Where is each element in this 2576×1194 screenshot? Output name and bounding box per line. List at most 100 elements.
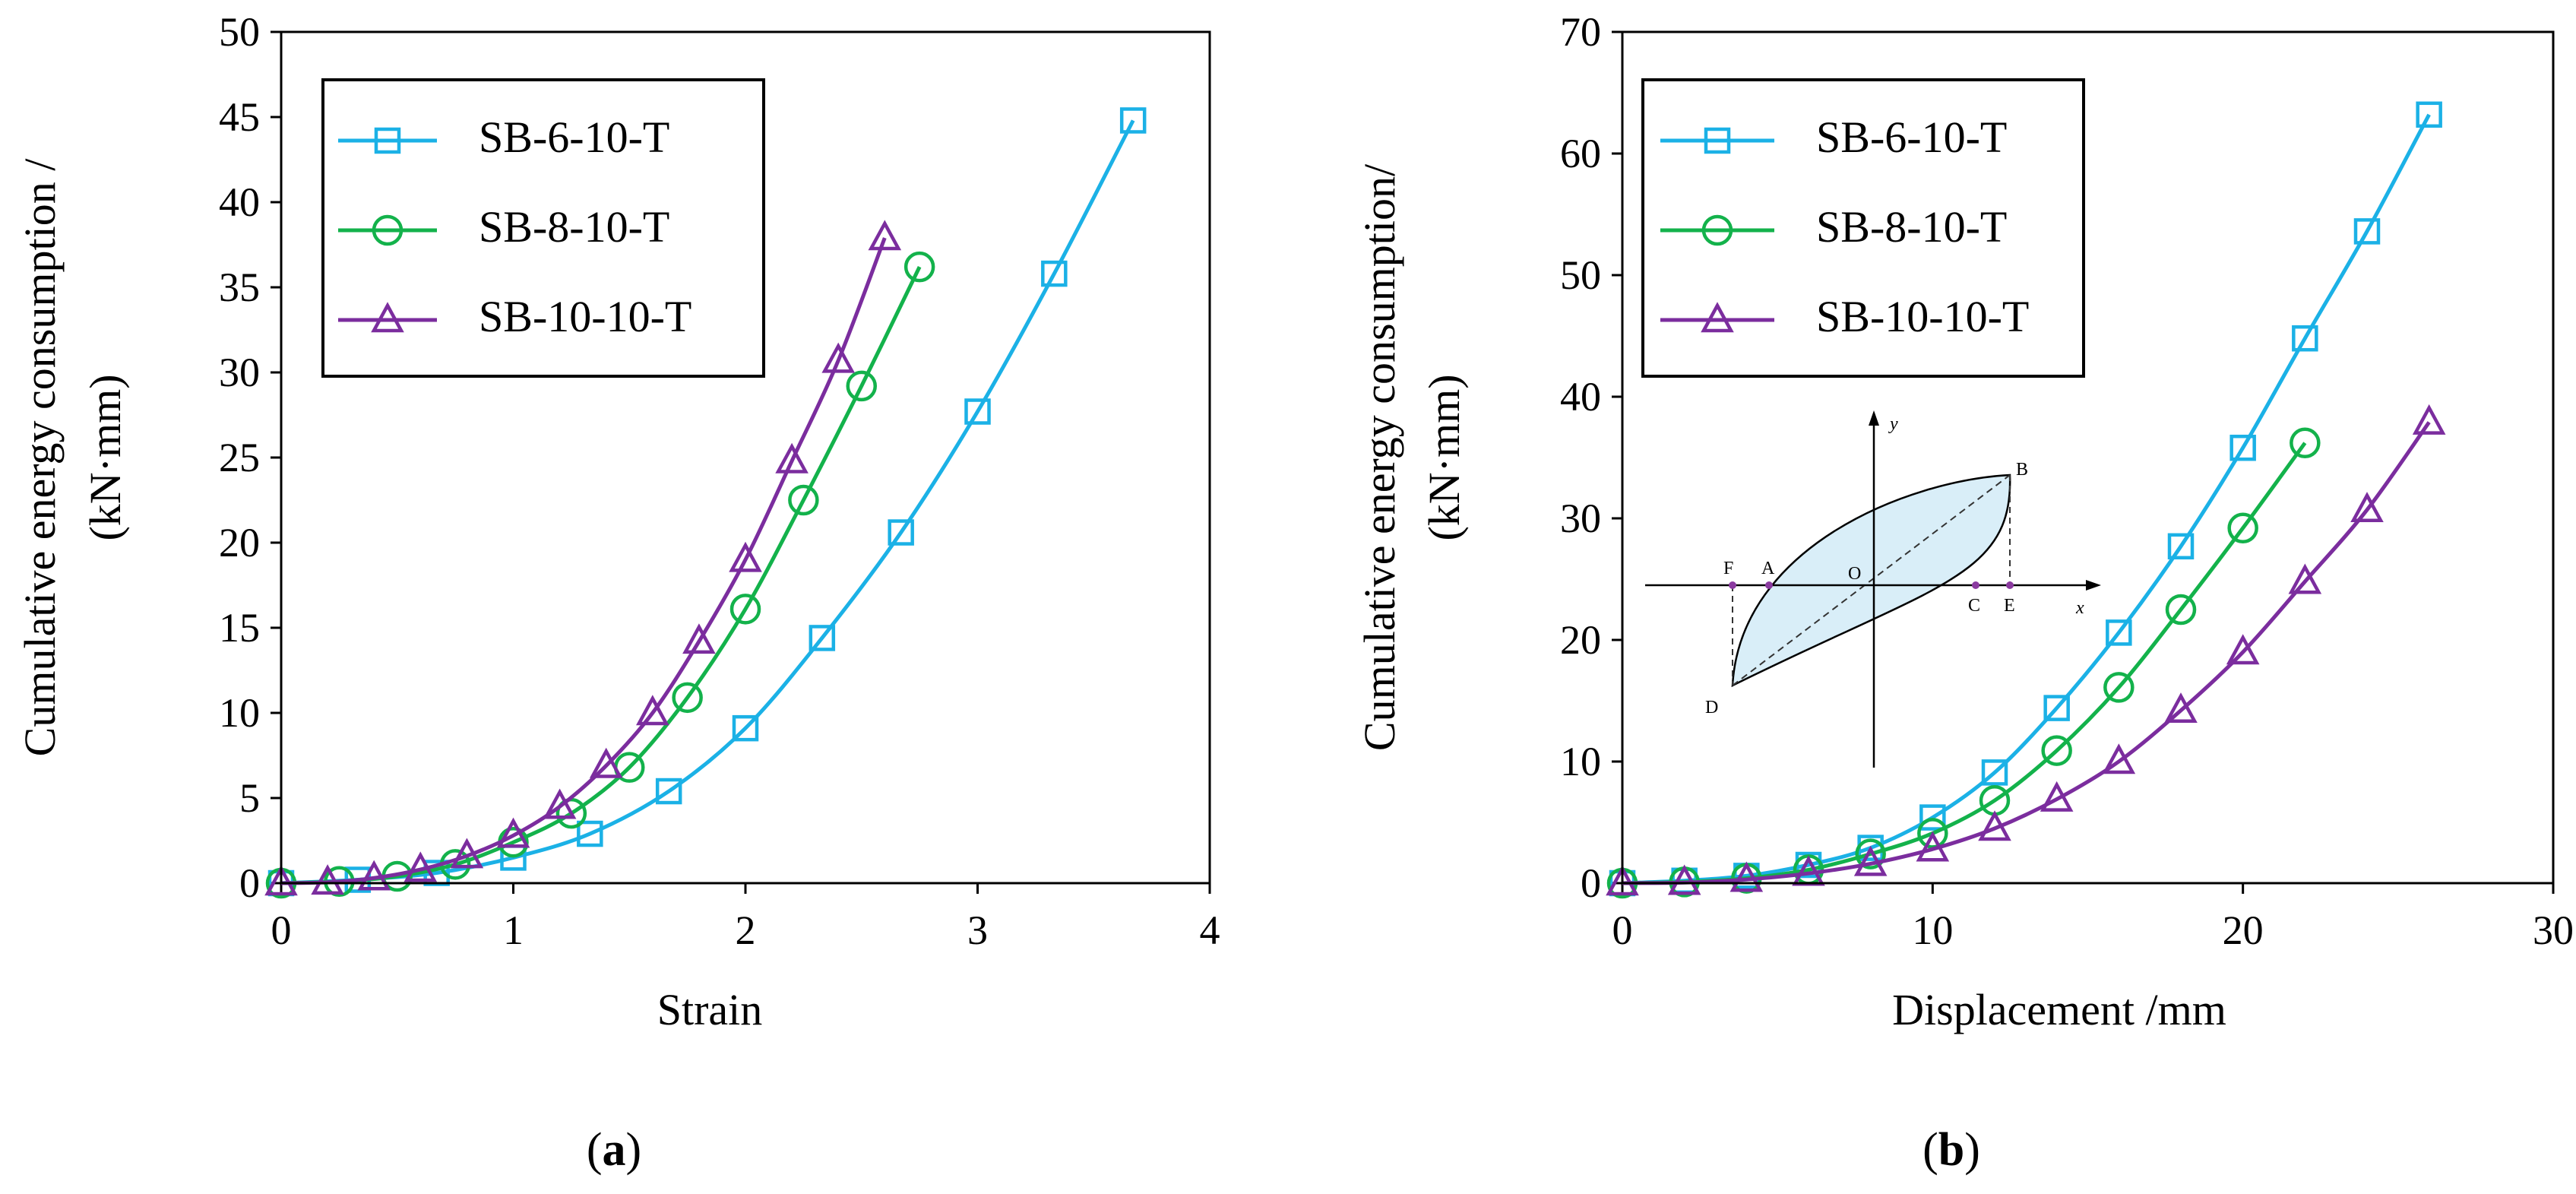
marker-square <box>1041 260 1068 287</box>
y-tick-label: 40 <box>219 179 260 225</box>
inset-label-f: F <box>1723 559 1733 578</box>
marker-square <box>1919 804 1946 831</box>
legend-label: SB-8-10-T <box>1816 202 2007 252</box>
marker-circle <box>1917 818 1948 849</box>
chart-b-xlabel: Displacement /mm <box>1892 985 2226 1034</box>
y-tick-label: 45 <box>219 94 260 140</box>
y-tick-label: 15 <box>219 605 260 651</box>
y-tick-label: 35 <box>219 264 260 310</box>
legend-label: SB-6-10-T <box>479 112 669 162</box>
inset-point-e <box>2006 581 2014 589</box>
marker-triangle <box>311 864 344 895</box>
marker-square <box>577 820 603 847</box>
x-tick-label: 1 <box>503 907 524 953</box>
series-line <box>1622 421 2431 885</box>
chart-b-ticks: 0 10 20 30 0 10 20 30 40 50 60 70 <box>1560 9 2574 953</box>
marker-triangle <box>1667 864 1701 895</box>
marker-circle <box>2227 512 2258 544</box>
legend-label: SB-6-10-T <box>1816 112 2007 162</box>
inset-label-x: x <box>2075 598 2084 618</box>
marker-triangle <box>2164 692 2198 724</box>
chart-a-ylabel-line2: (kN·mm) <box>81 374 130 540</box>
y-tick-label: 30 <box>1560 496 1601 541</box>
y-tick-label: 0 <box>239 860 260 906</box>
marker-square <box>2292 325 2318 352</box>
inset-x-arrow <box>2086 580 2101 591</box>
x-tick-label: 0 <box>1612 907 1633 953</box>
marker-square <box>964 398 991 425</box>
chart-b-frame <box>1621 30 2555 885</box>
marker-triangle <box>1606 865 1639 896</box>
marker-triangle <box>1916 831 1950 862</box>
marker-circle <box>903 251 935 283</box>
marker-triangle <box>496 817 530 848</box>
inset-label-e: E <box>2004 596 2015 616</box>
marker-triangle <box>371 302 404 333</box>
marker-square <box>2043 695 2070 721</box>
inset-label-c: C <box>1968 596 1980 616</box>
x-tick-label: 20 <box>2223 907 2264 953</box>
marker-triangle <box>589 747 623 778</box>
y-tick-label: 50 <box>219 9 260 55</box>
marker-square <box>732 714 759 742</box>
legend-label: SB-8-10-T <box>479 202 669 252</box>
marker-triangle <box>2102 743 2136 774</box>
panel-label-a: (a) <box>587 1124 641 1176</box>
inset-label-a: A <box>1761 559 1775 578</box>
chart-b-legend: SB-6-10-T SB-8-10-T SB-10-10-T <box>1641 78 2085 378</box>
y-tick-label: 0 <box>1581 860 1601 906</box>
marker-circle <box>846 370 877 402</box>
marker-square <box>1981 759 2008 786</box>
marker-circle <box>1701 214 1733 246</box>
chart-a-legend: SB-6-10-T SB-8-10-T SB-10-10-T <box>321 78 765 378</box>
marker-circle <box>1855 838 1886 869</box>
legend-label: SB-10-10-T <box>1816 292 2029 341</box>
marker-circle <box>729 594 761 625</box>
inset-hysteresis-diagram: x y O A B C D E F <box>1645 410 2101 768</box>
marker-square <box>888 519 914 546</box>
x-tick-label: 4 <box>1200 907 1220 953</box>
series-line <box>280 237 887 885</box>
marker-square <box>2229 434 2256 461</box>
marker-circle <box>2165 594 2197 626</box>
panel-label-b: (b) <box>1923 1124 1980 1176</box>
marker-triangle <box>868 220 902 251</box>
x-tick-label: 2 <box>736 907 756 953</box>
marker-triangle <box>775 442 809 473</box>
inset-point-c <box>1972 581 1979 589</box>
marker-triangle <box>1978 810 2011 841</box>
inset-diagonal <box>1732 474 2011 686</box>
marker-circle <box>788 484 819 516</box>
marker-circle <box>2290 427 2321 459</box>
marker-triangle <box>1853 845 1888 876</box>
y-tick-label: 50 <box>1560 252 1601 298</box>
marker-triangle <box>682 623 716 654</box>
marker-circle <box>2041 735 2072 766</box>
series-line <box>280 119 1135 885</box>
marker-square <box>1119 107 1147 134</box>
inset-y-arrow <box>1869 410 1879 426</box>
chart-a-frame <box>280 30 1211 885</box>
inset-label-d: D <box>1705 698 1718 717</box>
marker-square <box>2167 533 2195 560</box>
marker-triangle <box>2288 563 2322 594</box>
inset-label-y: y <box>1888 414 1898 434</box>
chart-panel-b: 0 10 20 30 0 10 20 30 40 50 60 70 x y O A B C D E F <box>1355 9 2574 1176</box>
marker-triangle <box>636 695 669 726</box>
marker-triangle <box>2040 781 2074 812</box>
chart-a-series <box>264 107 1147 899</box>
marker-triangle <box>357 860 391 891</box>
marker-triangle <box>1729 861 1764 892</box>
y-tick-label: 60 <box>1560 131 1601 176</box>
series-line <box>1622 113 2431 885</box>
y-tick-label: 25 <box>219 435 260 480</box>
marker-triangle <box>543 788 577 819</box>
marker-triangle <box>264 865 298 896</box>
chart-a-xlabel: Strain <box>657 985 763 1034</box>
marker-circle <box>372 214 403 246</box>
x-tick-label: 0 <box>271 907 292 953</box>
marker-circle <box>672 682 703 714</box>
x-tick-label: 30 <box>2533 907 2574 953</box>
marker-triangle <box>2350 492 2384 523</box>
